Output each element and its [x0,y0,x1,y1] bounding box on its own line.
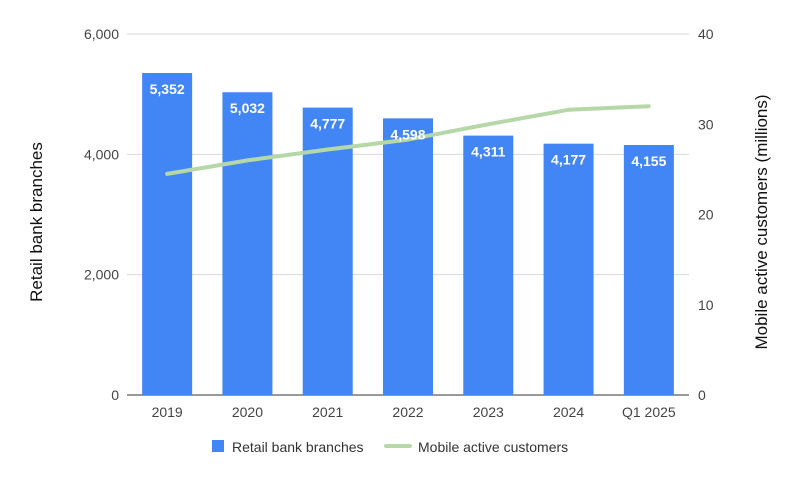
bar-value-label: 4,777 [310,116,345,132]
y-tick-label: 6,000 [84,26,119,42]
x-tick-label: 2023 [473,404,504,420]
bar-value-label: 5,352 [150,81,185,97]
y2-tick-label: 20 [698,207,714,223]
y2-tick-label: 10 [698,297,714,313]
legend-label-line: Mobile active customers [418,439,568,455]
line-mobile-active-customers [165,104,651,176]
bar-value-label: 4,598 [390,126,425,142]
x-tick-label: 2019 [152,404,183,420]
bars [142,72,674,395]
y-tick-label: 4,000 [84,146,119,162]
bar [623,145,674,395]
legend-swatch-bars [212,440,224,452]
line-series [165,104,651,176]
x-tick-label: 2020 [232,404,263,420]
bar [463,135,514,395]
legend: Retail bank branches Mobile active custo… [212,439,568,455]
x-axis-ticks: 2019 2020 2021 2022 2023 2024 Q1 2025 [152,404,676,420]
bar [222,92,273,395]
bar-data-labels: 5,352 5,032 4,777 4,598 4,311 4,177 4,155 [150,81,667,169]
left-axis-ticks: 0 2,000 4,000 6,000 [84,26,119,403]
y2-tick-label: 0 [698,387,706,403]
y-tick-label: 0 [111,387,119,403]
bar-value-label: 4,311 [471,144,505,160]
bar-value-label: 4,177 [551,152,586,168]
y2-tick-label: 40 [698,26,714,42]
bar [383,118,433,395]
legend-label-bars: Retail bank branches [232,439,364,455]
bar [142,72,193,395]
bar [543,143,594,395]
x-tick-label: 2021 [312,404,343,420]
x-tick-label: 2024 [553,404,584,420]
bar-value-label: 5,032 [230,100,265,116]
y-tick-label: 2,000 [84,267,119,283]
bar-value-label: 4,155 [631,153,666,169]
x-tick-label: Q1 2025 [622,404,676,420]
y2-axis-title: Mobile active customers (millions) [752,94,771,349]
bar [302,107,353,395]
right-axis-ticks: 0 10 20 30 40 [698,26,714,403]
x-tick-label: 2022 [392,404,423,420]
y2-tick-label: 30 [698,116,714,132]
y-axis-title: Retail bank branches [27,142,46,302]
